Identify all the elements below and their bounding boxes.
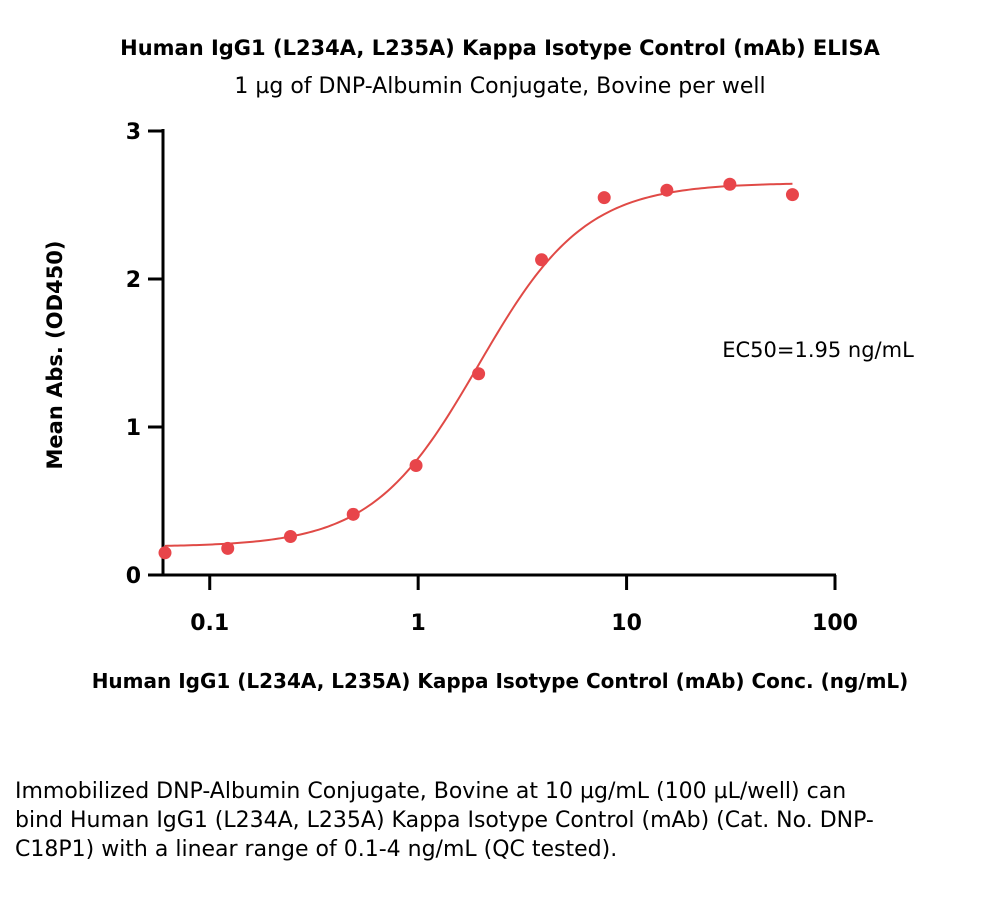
- data-point: [346, 507, 360, 521]
- data-points: [158, 177, 799, 560]
- data-point: [158, 546, 172, 560]
- data-point: [785, 188, 799, 202]
- data-point: [221, 541, 235, 555]
- y-tick-label: 1: [126, 416, 141, 441]
- y-tick-label: 2: [126, 268, 141, 293]
- data-point: [283, 530, 297, 544]
- x-axis-label: Human IgG1 (L234A, L235A) Kappa Isotype …: [92, 669, 909, 693]
- x-tick-label: 0.1: [190, 611, 229, 636]
- ec50-annotation: EC50=1.95 ng/mL: [722, 338, 914, 362]
- y-tick-label: 0: [126, 564, 141, 589]
- chart-title: Human IgG1 (L234A, L235A) Kappa Isotype …: [120, 36, 880, 60]
- data-point: [723, 177, 737, 191]
- chart-subtitle: 1 µg of DNP-Albumin Conjugate, Bovine pe…: [234, 74, 766, 99]
- x-tick-label: 1: [411, 611, 426, 636]
- chart-axes: [161, 129, 836, 577]
- y-tick-label: 3: [126, 120, 141, 145]
- data-point: [597, 191, 611, 205]
- data-point: [660, 183, 674, 197]
- data-point: [472, 367, 486, 381]
- data-point: [535, 253, 549, 267]
- figure-caption: Immobilized DNP-Albumin Conjugate, Bovin…: [15, 779, 874, 862]
- y-axis-label: Mean Abs. (OD450): [43, 241, 67, 470]
- x-tick-label: 100: [812, 611, 858, 636]
- chart-ticks: 0 1 2 3 0.1 1 10 100: [126, 120, 858, 636]
- fit-curve: [164, 182, 793, 547]
- x-tick-label: 10: [611, 611, 642, 636]
- data-point: [409, 458, 423, 472]
